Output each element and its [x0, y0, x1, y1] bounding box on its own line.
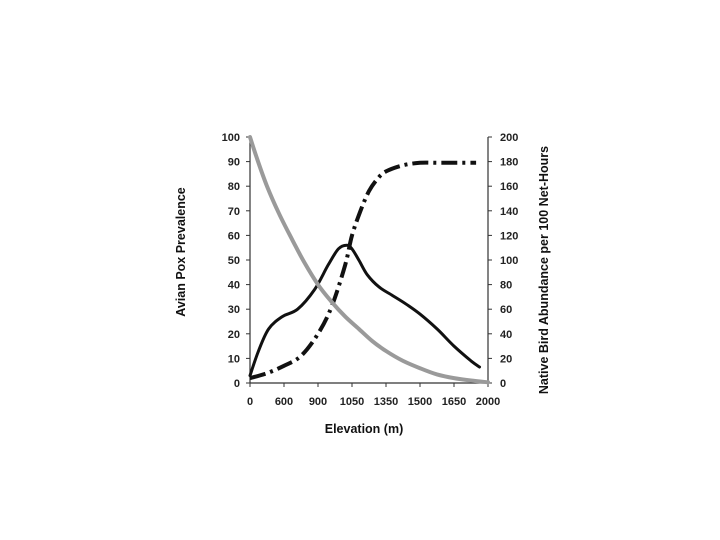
- y-right-tick-label: 0: [500, 378, 506, 390]
- y-right-tick-label: 200: [500, 132, 518, 144]
- y-right-tick-label: 140: [500, 206, 518, 218]
- y-left-tick-label: 30: [228, 304, 240, 316]
- y-left-tick-label: 10: [228, 353, 240, 365]
- right-axis-ticks: 0 20 40 60 80 100 120 140 160 180 200: [488, 132, 518, 390]
- left-axis-ticks: 0 10 20 30 40 50 60 70 80 90 100: [222, 132, 250, 390]
- y-left-tick-label: 90: [228, 157, 240, 169]
- x-axis-ticks: 0 600 900 1050 1350 1500 1650 2000: [247, 383, 500, 408]
- x-tick-label: 0: [247, 396, 253, 408]
- series-pox-solid-line: [248, 243, 481, 378]
- x-tick-label: 2000: [476, 396, 500, 408]
- y-right-tick-label: 100: [500, 255, 518, 267]
- y-left-tick-label: 20: [228, 329, 240, 341]
- series-dashdot-line: [249, 160, 477, 381]
- y-axis-right-label: Native Bird Abundance per 100 Net-Hours: [537, 146, 551, 394]
- y-axis-left-label: Avian Pox Prevalence: [174, 187, 188, 317]
- x-tick-label: 600: [275, 396, 293, 408]
- series-lines: [248, 135, 490, 385]
- y-right-tick-label: 180: [500, 157, 518, 169]
- y-right-tick-label: 40: [500, 329, 512, 341]
- x-tick-label: 900: [309, 396, 327, 408]
- y-right-tick-label: 160: [500, 181, 518, 193]
- x-tick-label: 1350: [374, 396, 398, 408]
- y-right-tick-label: 120: [500, 230, 518, 242]
- x-axis-label: Elevation (m): [325, 422, 404, 436]
- y-right-tick-label: 80: [500, 280, 512, 292]
- y-left-tick-label: 60: [228, 230, 240, 242]
- y-right-tick-label: 20: [500, 353, 512, 365]
- y-left-tick-label: 0: [234, 378, 240, 390]
- y-left-tick-label: 40: [228, 280, 240, 292]
- x-tick-label: 1050: [340, 396, 364, 408]
- y-right-tick-label: 60: [500, 304, 512, 316]
- y-left-tick-label: 70: [228, 206, 240, 218]
- y-left-tick-label: 80: [228, 181, 240, 193]
- x-tick-label: 1650: [442, 396, 466, 408]
- y-left-tick-label: 100: [222, 132, 240, 144]
- series-gray-line: [248, 135, 490, 385]
- x-tick-label: 1500: [408, 396, 432, 408]
- y-left-tick-label: 50: [228, 255, 240, 267]
